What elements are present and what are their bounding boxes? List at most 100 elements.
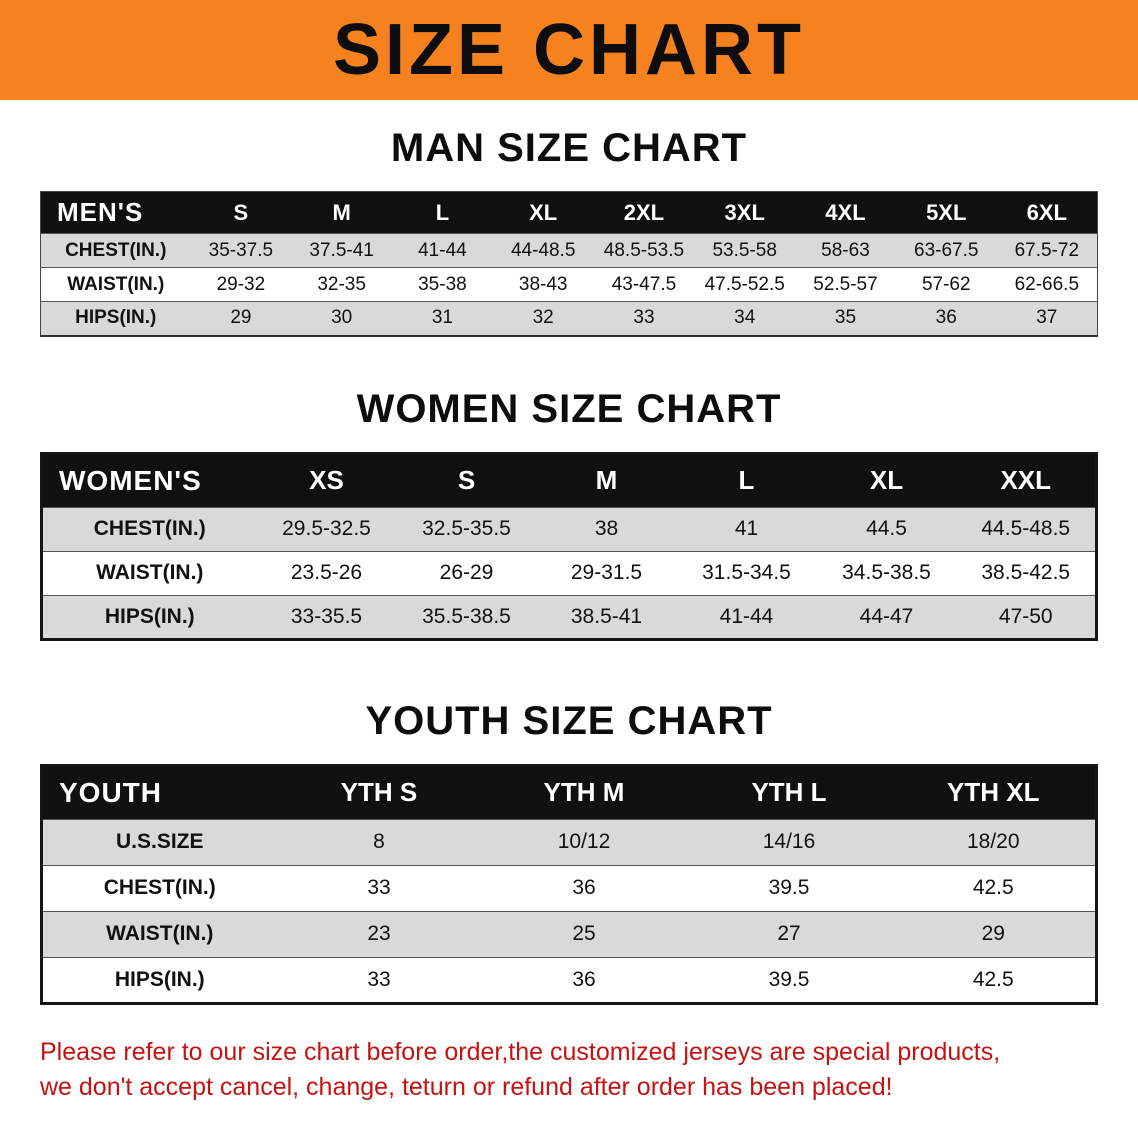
- value-cell: 44.5: [866, 517, 907, 540]
- size-header-cell: YTH M: [481, 765, 687, 819]
- value-cell: 41: [734, 517, 759, 540]
- table-row: U.S.SIZE 8 10/12 14/16 18/20: [41, 819, 1097, 865]
- value-cell: 58-63: [821, 239, 870, 261]
- size-header-cell: 5XL: [895, 191, 997, 234]
- size-header-cell: YTH S: [276, 765, 482, 819]
- banner: SIZE CHART: [0, 0, 1138, 100]
- value-cell: 35.5-38.5: [422, 604, 511, 628]
- value-cell: 35-38: [418, 273, 467, 295]
- section-youth-size-chart: YOUTH SIZE CHART YOUTH YTH S YTH M YTH L YTH…: [0, 699, 1138, 1005]
- value-cell: 38.5-41: [570, 604, 643, 628]
- size-header-cell: 6XL: [996, 191, 1098, 234]
- size-header-cell: YTH XL: [891, 765, 1097, 819]
- table-header-row: WOMEN'S XS S M L XL XXL: [41, 453, 1097, 507]
- row-label-cell: HIPS(IN.): [75, 307, 157, 329]
- value-cell: 34: [734, 307, 756, 329]
- order-policy-note-line1: Please refer to our size chart before or…: [40, 1037, 1001, 1066]
- size-header-cell: XL: [492, 191, 594, 234]
- table-row: WAIST(IN.) 23 25 27 29: [41, 911, 1097, 957]
- table-header-row: YOUTH YTH S YTH M YTH L YTH XL: [41, 765, 1097, 819]
- value-cell: 37.5-41: [309, 239, 374, 261]
- value-cell: 35: [834, 307, 857, 329]
- value-cell: 31: [431, 307, 453, 329]
- row-label-cell: HIPS(IN.): [114, 967, 205, 991]
- table-row: HIPS(IN.) 33 36 39.5 42.5: [41, 957, 1097, 1003]
- youth-size-chart-heading: YOUTH SIZE CHART: [365, 698, 773, 743]
- value-cell: 52.5-57: [813, 273, 878, 295]
- value-cell: 48.5-53.5: [603, 239, 685, 261]
- row-label-cell: U.S.SIZE: [115, 830, 204, 853]
- value-cell: 63-67.5: [914, 239, 979, 261]
- value-cell: 8: [373, 830, 385, 853]
- size-chart-page: SIZE CHART MAN SIZE CHART MEN'S S M L XL 2XL 3…: [0, 0, 1138, 1105]
- size-header-cell: XL: [816, 453, 957, 507]
- value-cell: 39.5: [768, 876, 810, 899]
- value-cell: 26-29: [439, 561, 494, 584]
- value-cell: 10/12: [557, 830, 611, 853]
- value-cell: 38: [594, 517, 619, 540]
- order-policy-note: Please refer to our size chart before or…: [40, 1035, 1112, 1105]
- banner-title: SIZE CHART: [333, 10, 805, 90]
- value-cell: 31.5-34.5: [702, 561, 791, 584]
- value-cell: 29.5-32.5: [282, 517, 371, 540]
- value-cell: 18/20: [966, 830, 1020, 853]
- table-title-cell: YOUTH: [41, 765, 277, 819]
- women-size-table: WOMEN'S XS S M L XL XXL CHEST(IN.) 29.5-32.5 32.5…: [40, 451, 1098, 641]
- table-row: WAIST(IN.) 29-32 32-35 35-38 38-43 43-47.5 47.…: [40, 267, 1098, 302]
- row-label-cell: WAIST(IN.): [96, 561, 204, 584]
- value-cell: 41-44: [418, 239, 467, 261]
- row-label-cell: HIPS(IN.): [104, 604, 195, 628]
- value-cell: 32.5-35.5: [422, 517, 511, 540]
- value-cell: 38.5-42.5: [981, 561, 1071, 584]
- row-label-cell: WAIST(IN.): [67, 273, 165, 295]
- value-cell: 33: [367, 967, 391, 991]
- size-header-cell: M: [536, 453, 677, 507]
- value-cell: 36: [572, 876, 596, 899]
- value-cell: 33-35.5: [290, 604, 363, 628]
- table-row: CHEST(IN.) 29.5-32.5 32.5-35.5 38 41 44.5 44.5…: [41, 507, 1097, 551]
- value-cell: 42.5: [972, 967, 1014, 991]
- size-header-cell: L: [392, 191, 493, 234]
- table-header-row: MEN'S S M L XL 2XL 3XL 4XL 5XL 6XL: [40, 191, 1098, 234]
- value-cell: 37: [1036, 307, 1058, 329]
- size-header-cell: XS: [256, 453, 397, 507]
- value-cell: 62-66.5: [1014, 273, 1080, 295]
- value-cell: 36: [935, 307, 957, 329]
- row-label-cell: CHEST(IN.): [103, 876, 216, 899]
- table-row: WAIST(IN.) 23.5-26 26-29 29-31.5 31.5-34.5 34…: [41, 551, 1097, 595]
- women-size-chart-heading: WOMEN SIZE CHART: [356, 386, 782, 431]
- value-cell: 32-35: [317, 273, 366, 295]
- size-header-cell: S: [190, 191, 292, 234]
- size-header-cell: 2XL: [593, 191, 695, 234]
- size-header-cell: M: [291, 191, 393, 234]
- value-cell: 33: [367, 876, 391, 899]
- value-cell: 14/16: [762, 830, 816, 853]
- value-cell: 36: [572, 967, 596, 991]
- men-size-table: MEN'S S M L XL 2XL 3XL 4XL 5XL 6XL CHEST(IN.) 35-37…: [40, 191, 1098, 337]
- value-cell: 35-37.5: [208, 239, 274, 261]
- value-cell: 23.5-26: [290, 561, 363, 584]
- value-cell: 43-47.5: [611, 273, 677, 295]
- value-cell: 27: [777, 922, 801, 945]
- value-cell: 38-43: [518, 273, 568, 295]
- value-cell: 44.5-48.5: [981, 517, 1071, 540]
- value-cell: 33: [633, 307, 655, 329]
- value-cell: 34.5-38.5: [842, 561, 931, 584]
- value-cell: 57-62: [921, 273, 971, 295]
- value-cell: 42.5: [972, 876, 1014, 899]
- youth-size-table: YOUTH YTH S YTH M YTH L YTH XL U.S.SIZE 8 10/12…: [40, 763, 1098, 1005]
- value-cell: 30: [331, 307, 353, 329]
- value-cell: 29-31.5: [570, 561, 643, 584]
- size-header-cell: 3XL: [694, 191, 796, 234]
- section-man-size-chart: MAN SIZE CHART MEN'S S M L XL 2XL 3XL 4XL 5XL 6XL…: [0, 126, 1138, 337]
- value-cell: 41-44: [719, 604, 774, 628]
- row-label-cell: CHEST(IN.): [93, 517, 206, 540]
- value-cell: 29: [230, 307, 252, 329]
- table-title-cell: WOMEN'S: [41, 453, 257, 507]
- value-cell: 29-32: [216, 273, 266, 295]
- value-cell: 47.5-52.5: [704, 273, 785, 295]
- value-cell: 32: [532, 307, 554, 329]
- value-cell: 44-48.5: [510, 239, 576, 261]
- row-label-cell: WAIST(IN.): [106, 922, 214, 945]
- value-cell: 53.5-58: [712, 239, 777, 261]
